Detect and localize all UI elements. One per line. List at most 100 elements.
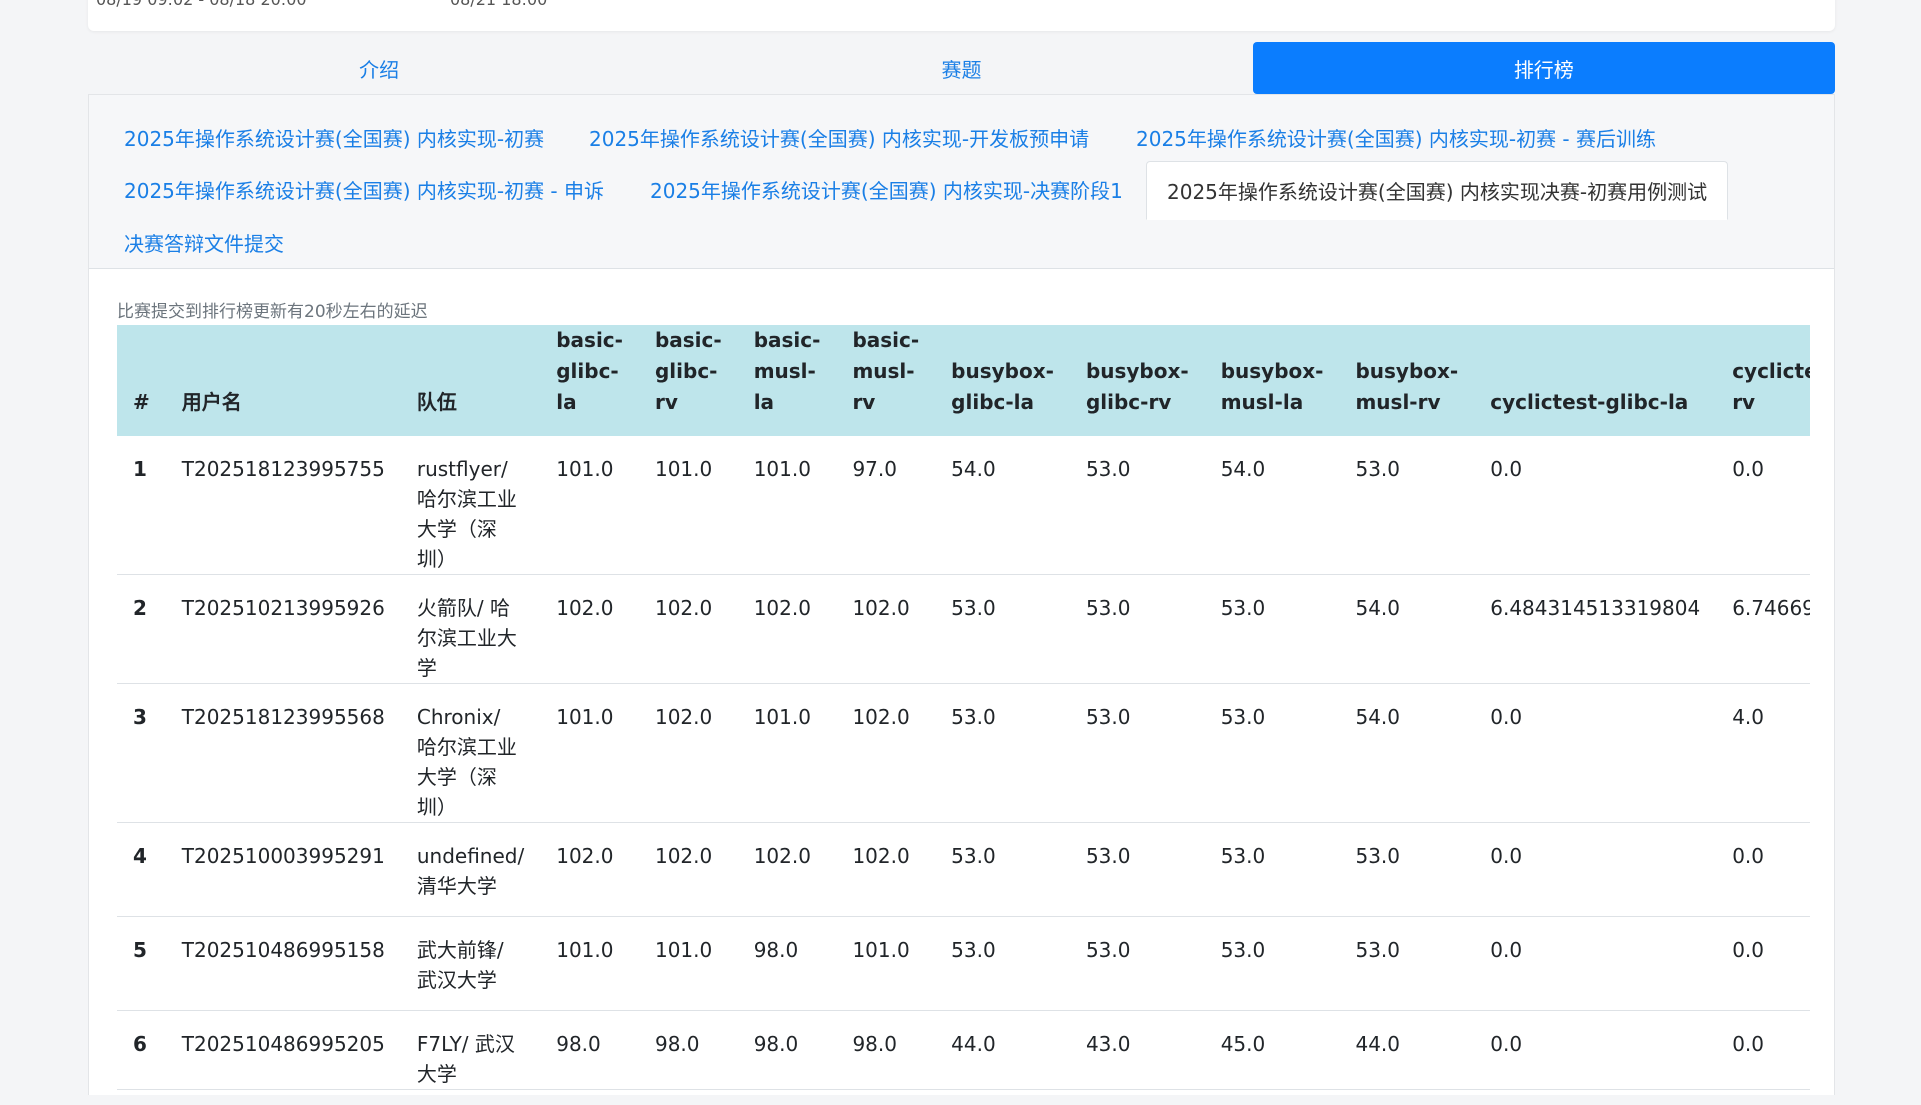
score-cell: 0.0	[1716, 1011, 1810, 1090]
score-cell: 53.0	[1205, 575, 1340, 684]
score-cell: 102.0	[639, 684, 738, 823]
col-header-cyclictest-glibc-la[interactable]: cyclictest-glibc-la	[1474, 325, 1716, 436]
tab-problems[interactable]: 赛题	[670, 42, 1252, 94]
subnav-item-final-stage1[interactable]: 2025年操作系统设计赛(全国赛) 内核实现-决赛阶段1	[650, 175, 1123, 204]
team-cell: rustflyer/ 哈尔滨工业大学（深圳）	[401, 436, 540, 575]
score-cell: 53.0	[935, 823, 1070, 917]
tab-intro[interactable]: 介绍	[88, 42, 670, 94]
subnav-item-final-testcases[interactable]: 2025年操作系统设计赛(全国赛) 内核实现决赛-初赛用例测试	[1146, 161, 1728, 220]
score-cell: 102.0	[738, 1090, 837, 1105]
score-cell: 53.0	[935, 917, 1070, 1011]
rank-cell: 7	[117, 1090, 166, 1105]
score-cell: 98.0	[540, 1011, 639, 1090]
subnav-item-board-preapply[interactable]: 2025年操作系统设计赛(全国赛) 内核实现-开发板预申请	[589, 123, 1089, 152]
score-cell: 54.0	[1339, 684, 1474, 823]
leaderboard-delay-note: 比赛提交到排行榜更新有20秒左右的延迟	[117, 297, 428, 322]
table-header-row: # 用户名 队伍 basic-glibc-la basic-glibc-rv b…	[117, 325, 1810, 436]
col-header-basic-musl-rv[interactable]: basic-musl-rv	[836, 325, 935, 436]
score-cell: 45.0	[1205, 1011, 1340, 1090]
col-header-username[interactable]: 用户名	[166, 325, 401, 436]
score-cell: 102.0	[639, 575, 738, 684]
score-cell: 101.0	[738, 684, 837, 823]
score-cell: 54.0	[1205, 1090, 1340, 1105]
subnav-item-post-training[interactable]: 2025年操作系统设计赛(全国赛) 内核实现-初赛 - 赛后训练	[1136, 123, 1656, 152]
score-cell: 44.0	[935, 1011, 1070, 1090]
username-cell: T202510003995291	[166, 823, 401, 917]
score-cell: 4.0	[1716, 684, 1810, 823]
col-header-busybox-glibc-rv[interactable]: busybox-glibc-rv	[1070, 325, 1205, 436]
score-cell: 43.0	[1070, 1011, 1205, 1090]
score-cell: 53.0	[1205, 684, 1340, 823]
rank-cell: 2	[117, 575, 166, 684]
score-cell: 0.0	[1474, 684, 1716, 823]
score-cell: 0.0	[1474, 823, 1716, 917]
col-header-cyclictest-glibc-rv[interactable]: cyclictest-glibc-rv	[1716, 325, 1810, 436]
col-header-busybox-musl-rv[interactable]: busybox-musl-rv	[1339, 325, 1474, 436]
score-cell: 102.0	[836, 823, 935, 917]
score-cell: 102.0	[836, 575, 935, 684]
tab-leaderboard[interactable]: 排行榜	[1253, 42, 1835, 94]
score-cell: 4.2480991854942	[1716, 1090, 1810, 1105]
score-cell: 0.0	[1474, 917, 1716, 1011]
score-cell: 53.0	[1070, 823, 1205, 917]
score-cell: 53.0	[1070, 684, 1205, 823]
score-cell: 54.0	[1070, 1090, 1205, 1105]
username-cell: T202518123995568	[166, 684, 401, 823]
score-cell: 54.0	[935, 1090, 1070, 1105]
team-cell: Chronix/ 哈尔滨工业大学（深圳）	[401, 684, 540, 823]
score-cell: 53.0	[935, 575, 1070, 684]
team-cell: 火箭队/ 哈尔滨工业大学	[401, 575, 540, 684]
score-cell: 53.0	[1070, 575, 1205, 684]
col-header-basic-glibc-rv[interactable]: basic-glibc-rv	[639, 325, 738, 436]
score-cell: 6.484314513319804	[1474, 575, 1716, 684]
table-row: 7T202510336995214NoAxiom/ 杭州电子科技大学102.01…	[117, 1090, 1810, 1105]
subnav-item-preliminary[interactable]: 2025年操作系统设计赛(全国赛) 内核实现-初赛	[124, 123, 544, 152]
team-cell: NoAxiom/ 杭州电子科技大学	[401, 1090, 540, 1105]
score-cell: 53.0	[1339, 436, 1474, 575]
username-cell: T202510486995158	[166, 917, 401, 1011]
score-cell: 0.0	[1474, 436, 1716, 575]
rank-cell: 5	[117, 917, 166, 1011]
col-header-busybox-musl-la[interactable]: busybox-musl-la	[1205, 325, 1340, 436]
score-cell: 98.0	[738, 917, 837, 1011]
score-cell: 101.0	[738, 436, 837, 575]
main-tabs: 介绍 赛题 排行榜	[88, 42, 1835, 94]
col-header-team[interactable]: 队伍	[401, 325, 540, 436]
score-cell: 101.0	[540, 917, 639, 1011]
score-cell: 53.0	[1339, 917, 1474, 1011]
score-cell: 53.0	[1070, 917, 1205, 1011]
score-cell: 98.0	[738, 1011, 837, 1090]
contest-info-card: 08/19 09:02 - 08/18 20:00 08/21 18:00	[88, 0, 1835, 31]
leaderboard-table-wrap[interactable]: # 用户名 队伍 basic-glibc-la basic-glibc-rv b…	[117, 325, 1810, 1105]
score-cell: 53.0	[1205, 823, 1340, 917]
score-cell: 97.0	[836, 436, 935, 575]
leaderboard-panel: 2025年操作系统设计赛(全国赛) 内核实现-初赛 2025年操作系统设计赛(全…	[88, 94, 1835, 1095]
score-cell: 102.0	[738, 575, 837, 684]
contest-time-range: 08/19 09:02 - 08/18 20:00	[96, 0, 307, 9]
col-header-rank[interactable]: #	[117, 325, 166, 436]
contest-subnav: 2025年操作系统设计赛(全国赛) 内核实现-初赛 2025年操作系统设计赛(全…	[89, 95, 1834, 269]
col-header-basic-musl-la[interactable]: basic-musl-la	[738, 325, 837, 436]
subnav-item-defense-submit[interactable]: 决赛答辩文件提交	[124, 228, 284, 257]
score-cell: 6.7466952419539	[1716, 575, 1810, 684]
score-cell: 53.0	[935, 684, 1070, 823]
score-cell: 0.0	[1474, 1011, 1716, 1090]
col-header-basic-glibc-la[interactable]: basic-glibc-la	[540, 325, 639, 436]
username-cell: T202518123995755	[166, 436, 401, 575]
score-cell: 101.0	[836, 917, 935, 1011]
score-cell: 98.0	[639, 1011, 738, 1090]
score-cell: 101.0	[639, 436, 738, 575]
col-header-busybox-glibc-la[interactable]: busybox-glibc-la	[935, 325, 1070, 436]
score-cell: 4.953136901883654	[1474, 1090, 1716, 1105]
rank-cell: 3	[117, 684, 166, 823]
contest-end-time: 08/21 18:00	[450, 0, 547, 9]
score-cell: 102.0	[540, 823, 639, 917]
score-cell: 101.0	[540, 436, 639, 575]
subnav-item-appeal[interactable]: 2025年操作系统设计赛(全国赛) 内核实现-初赛 - 申诉	[124, 175, 604, 204]
score-cell: 0.0	[1716, 436, 1810, 575]
team-cell: undefined/ 清华大学	[401, 823, 540, 917]
